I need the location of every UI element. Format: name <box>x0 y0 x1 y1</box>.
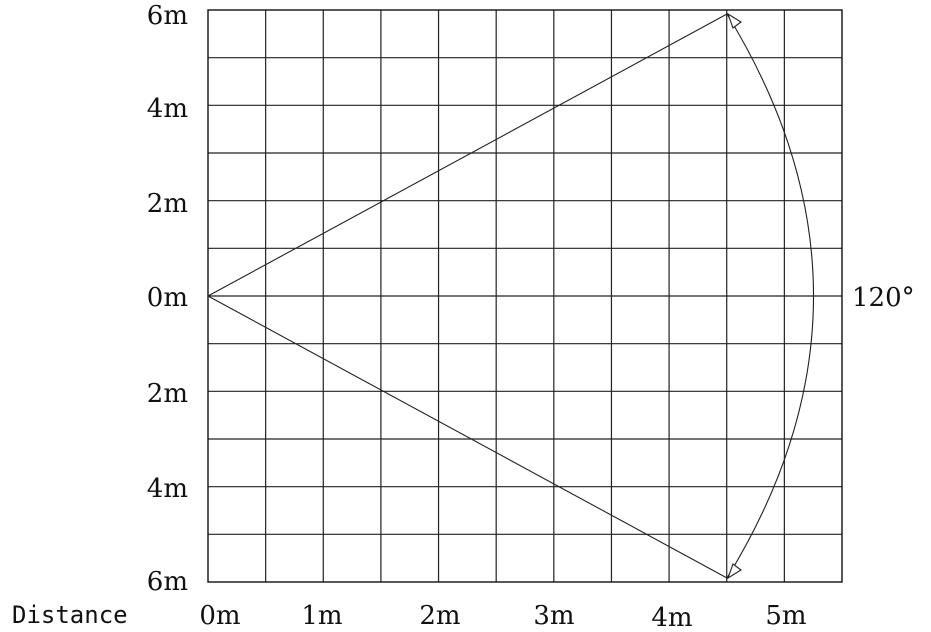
x-tick-label-0m: 0m <box>199 601 240 631</box>
range-arc <box>726 13 815 579</box>
x-tick-label-3m: 3m <box>533 601 574 631</box>
x-tick-label-5m: 5m <box>765 601 806 631</box>
x-tick-label-2m: 2m <box>419 601 460 631</box>
y-tick-label-0m: 0m <box>147 283 188 313</box>
x-axis-caption: Distance <box>12 601 128 629</box>
x-tick-label-4m: 4m <box>651 603 692 632</box>
y-tick-label-4m-top: 4m <box>147 94 188 124</box>
y-tick-label-4m-bottom: 4m <box>147 474 188 504</box>
arc-arrowhead-top <box>726 12 742 29</box>
y-tick-label-6m-top: 6m <box>147 1 188 31</box>
lower-boundary-ray <box>207 295 728 579</box>
y-tick-label-2m-top: 2m <box>147 189 188 219</box>
y-tick-label-6m-bottom: 6m <box>147 567 188 597</box>
arc-arrowhead-bottom <box>726 563 742 580</box>
grid <box>208 10 842 582</box>
angle-label: 120° <box>852 283 915 313</box>
x-tick-label-1m: 1m <box>301 601 342 631</box>
y-tick-label-2m-bottom: 2m <box>147 379 188 409</box>
upper-boundary-ray <box>207 13 728 297</box>
